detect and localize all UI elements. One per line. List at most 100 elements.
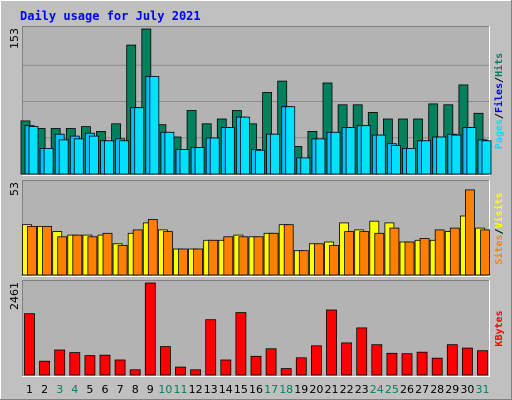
bar-pages-day-8 [134,107,145,175]
day-label-28: 28 [430,383,444,396]
day-label-11: 11 [174,383,188,396]
bar-kbytes-day-23 [356,327,368,376]
day-label-2: 2 [41,383,48,396]
day-label-10: 10 [158,383,172,396]
day-label-7: 7 [117,383,124,396]
day-label-18: 18 [279,383,293,396]
bar-kbytes-day-7 [114,359,126,376]
bar-pages-day-19 [300,157,311,175]
day-label-9: 9 [147,383,154,396]
bar-kbytes-day-21 [326,309,337,376]
bar-sites-day-5 [87,236,98,276]
day-label-23: 23 [355,383,369,396]
bottom-legend: KBytes [494,310,505,346]
day-label-15: 15 [234,383,248,396]
day-label-13: 13 [204,383,218,396]
day-label-17: 17 [264,383,278,396]
bar-pages-day-23 [360,125,371,175]
top-legend-hits: Hits [493,53,505,77]
bar-sites-day-23 [359,231,370,276]
bar-kbytes-day-4 [69,352,81,376]
bar-kbytes-day-1 [24,313,35,376]
day-label-26: 26 [400,383,414,396]
bottom-panel: 2461 KBytes [8,280,505,377]
bar-pages-day-31 [481,140,492,175]
bar-pages-day-17 [270,133,281,175]
bar-pages-day-14 [224,127,235,175]
bar-pages-day-12 [194,147,205,175]
bar-sites-day-26 [404,241,415,276]
bar-sites-day-6 [102,232,113,276]
bar-sites-day-14 [223,236,234,276]
bar-pages-day-1 [28,126,39,175]
bar-pages-day-29 [451,134,462,175]
bar-pages-day-24 [375,134,386,175]
bar-kbytes-day-9 [144,282,156,376]
bar-pages-day-18 [285,106,296,175]
bar-kbytes-day-31 [477,350,488,376]
day-label-6: 6 [102,383,109,396]
bar-kbytes-day-13 [205,319,217,376]
bar-pages-day-15 [239,116,250,175]
bar-pages-day-3 [58,139,69,175]
bar-sites-day-7 [117,245,128,276]
bar-kbytes-day-12 [190,369,202,376]
bar-sites-day-13 [208,239,219,276]
bar-kbytes-day-3 [54,349,66,376]
day-label-29: 29 [445,383,459,396]
bar-sites-day-3 [57,236,68,276]
bar-pages-day-30 [466,127,477,175]
day-label-8: 8 [132,383,139,396]
bottom-max-label: 2461 [8,282,21,310]
day-label-24: 24 [370,383,384,396]
day-label-1: 1 [26,383,33,396]
bar-kbytes-day-17 [265,348,277,376]
bar-pages-day-16 [255,149,265,175]
bar-kbytes-day-14 [220,359,232,376]
bar-pages-day-26 [406,147,416,175]
bar-kbytes-day-2 [39,360,50,376]
bar-kbytes-day-5 [84,355,96,376]
bar-kbytes-day-11 [175,366,186,376]
bar-pages-day-20 [315,138,326,175]
middle-legend-separator-1: / [494,228,505,234]
bar-kbytes-day-29 [446,344,458,376]
day-label-3: 3 [56,383,63,396]
day-label-30: 30 [460,383,474,396]
day-label-14: 14 [219,383,233,396]
bar-sites-day-11 [178,248,188,276]
bar-sites-day-16 [253,236,264,276]
bar-pages-day-11 [179,148,190,175]
top-legend-separator-1: / [494,113,505,119]
bar-sites-day-19 [298,250,309,276]
bar-kbytes-day-26 [401,353,413,376]
bar-sites-day-12 [193,248,204,276]
top-legend: Pages/Files/Hits [493,53,505,149]
bar-kbytes-day-10 [159,346,171,376]
bar-sites-day-1 [27,225,37,276]
bar-kbytes-day-16 [250,355,262,376]
day-label-4: 4 [71,383,78,396]
day-label-25: 25 [385,383,399,396]
bar-pages-day-5 [89,135,99,175]
bar-sites-day-9 [147,219,158,276]
day-label-31: 31 [476,383,490,396]
chart-panels: 153Pages/Files/Hits53Sites/Visits2461KBy… [8,26,505,377]
day-label-19: 19 [294,383,308,396]
top-legend-separator-3: / [494,77,505,83]
bar-pages-day-9 [149,76,160,175]
bar-sites-day-24 [374,232,385,276]
bar-sites-day-30 [464,189,475,276]
bar-sites-day-8 [132,229,143,276]
bar-kbytes-day-24 [371,344,383,376]
bar-pages-day-7 [119,140,129,175]
day-label-5: 5 [86,383,93,396]
bar-sites-day-27 [419,238,430,276]
bar-pages-day-2 [43,147,54,175]
bar-kbytes-day-19 [295,357,307,376]
day-axis: 1 2 3 4 5 6 7 8 9 10 11 12 13 14 15 16 17 18 19 20 21 22 23 24 2… [26,383,490,396]
chart-title: Daily usage for July 2021 [20,9,201,23]
bar-sites-day-29 [449,227,460,276]
